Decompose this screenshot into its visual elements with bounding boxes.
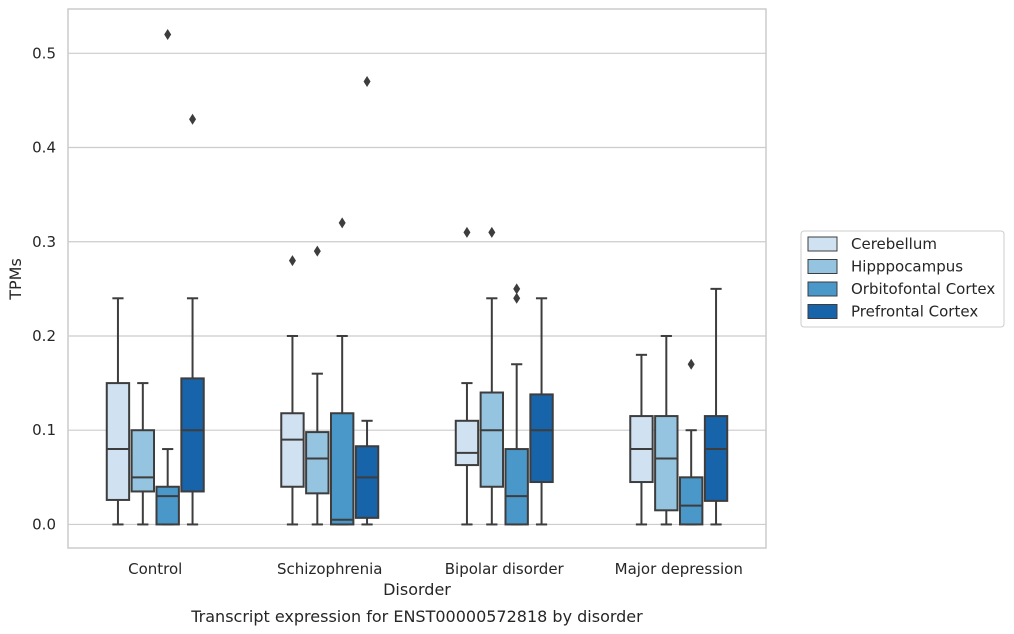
series-prefrontal-cortex (180, 76, 729, 526)
box (329, 412, 355, 526)
outlier-point (463, 226, 471, 238)
outlier-point (189, 113, 197, 125)
box (180, 377, 205, 493)
y-tick-label: 0.4 (32, 139, 56, 157)
x-tick-label: Major depression (615, 560, 743, 578)
series-orbitofontal-cortex (155, 28, 704, 526)
box (280, 412, 305, 488)
legend-swatch (807, 236, 838, 252)
legend-swatch (807, 304, 838, 319)
box-group (703, 287, 729, 526)
series-cerebellum (105, 226, 654, 526)
legend-label: Orbitofontal Cortex (851, 280, 995, 298)
box (654, 415, 679, 512)
legend-frame (800, 230, 1005, 328)
legend-label: Hipppocampus (851, 258, 963, 276)
outlier-point (687, 358, 695, 370)
box-group (629, 353, 654, 526)
box (703, 415, 729, 502)
outlier-point (513, 292, 521, 304)
box-group (454, 226, 480, 526)
box-group (678, 358, 704, 526)
box (529, 393, 554, 484)
x-axis-label: Disorder (383, 580, 451, 599)
box (479, 391, 505, 488)
plot-frame (67, 8, 767, 549)
y-tick-label: 0.2 (32, 327, 56, 345)
box (105, 382, 131, 501)
legend-swatch (807, 281, 838, 297)
legend-label: Prefrontal Cortex (851, 303, 978, 321)
box-group (155, 28, 180, 526)
x-tick-label: Schizophrenia (277, 560, 382, 578)
legend-label: Cerebellum (851, 235, 937, 253)
y-tick-label: 0.3 (32, 233, 56, 251)
outlier-point (164, 28, 172, 40)
box-series (105, 28, 729, 526)
outlier-point (513, 283, 521, 295)
box-group (354, 76, 380, 526)
chart-caption: Transcript expression for ENST0000057281… (190, 607, 643, 626)
box-group (329, 217, 355, 526)
box-group (280, 255, 305, 526)
x-tick-label: Bipolar disorder (445, 560, 565, 578)
series-hipppocampus (130, 226, 679, 526)
box (155, 485, 180, 526)
outlier-point (488, 226, 496, 238)
box-group (654, 334, 679, 526)
outlier-point (338, 217, 346, 229)
x-axis-ticks: Control Schizophrenia Bipolar disorder Majo… (128, 560, 743, 578)
box-group (504, 283, 529, 526)
box (354, 445, 380, 519)
box-group (305, 245, 330, 526)
box-group (130, 382, 156, 526)
outlier-point (288, 255, 296, 267)
y-tick-label: 0.0 (32, 515, 56, 533)
y-tick-label: 0.5 (32, 44, 56, 62)
y-axis-ticks: 0.0 0.1 0.2 0.3 0.4 0.5 (32, 44, 56, 533)
outlier-point (363, 76, 371, 88)
legend: Cerebellum Hipppocampus Orbitofontal Corte… (800, 230, 1005, 328)
outlier-point (313, 245, 321, 257)
y-axis-label: TPMs (6, 258, 25, 301)
box (305, 431, 330, 495)
box-group (479, 226, 505, 526)
box-group (529, 297, 554, 526)
y-tick-label: 0.1 (32, 421, 56, 439)
box (504, 448, 529, 526)
box-group (180, 113, 205, 526)
box (130, 429, 156, 493)
box (678, 476, 704, 526)
box-group (105, 297, 131, 526)
box (454, 419, 480, 467)
legend-swatch (807, 259, 838, 274)
x-tick-label: Control (128, 560, 182, 578)
